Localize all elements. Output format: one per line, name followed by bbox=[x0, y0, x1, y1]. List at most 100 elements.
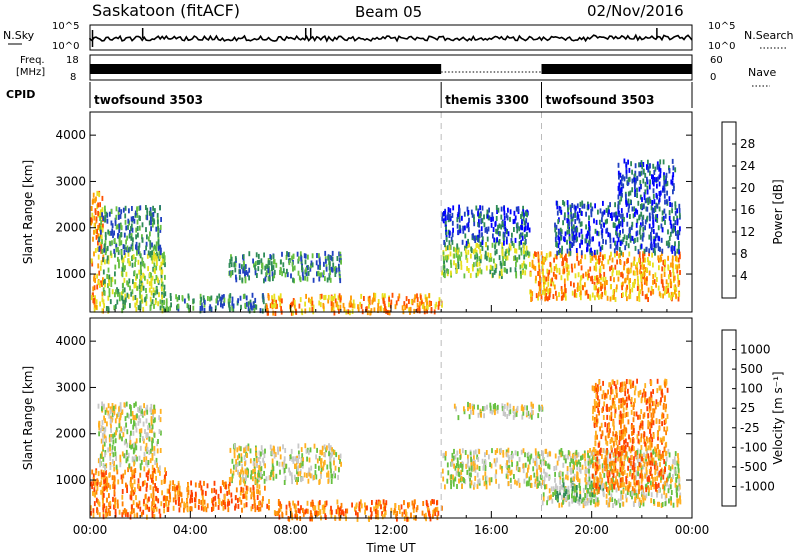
echo-cell bbox=[445, 231, 448, 237]
echo-cell bbox=[316, 510, 319, 516]
echo-cell bbox=[114, 264, 117, 270]
echo-cell bbox=[116, 499, 119, 505]
echo-cell bbox=[526, 250, 529, 256]
echo-cell bbox=[300, 447, 303, 453]
echo-cell bbox=[593, 284, 596, 290]
echo-cell bbox=[103, 472, 105, 478]
echo-cell bbox=[539, 277, 542, 283]
echo-cell bbox=[299, 251, 302, 257]
echo-cell bbox=[134, 422, 137, 428]
echo-cell bbox=[579, 280, 582, 286]
echo-cell bbox=[491, 266, 493, 271]
echo-cell bbox=[279, 297, 282, 303]
echo-cell bbox=[496, 408, 499, 414]
echo-cell bbox=[582, 285, 584, 291]
echo-cell bbox=[134, 302, 137, 308]
echo-cell bbox=[291, 513, 293, 519]
echo-cell bbox=[475, 235, 478, 241]
echo-cell bbox=[435, 301, 438, 307]
echo-cell bbox=[566, 470, 569, 475]
echo-cell bbox=[449, 213, 451, 219]
echo-cell bbox=[539, 459, 542, 465]
echo-cell bbox=[323, 459, 326, 465]
echo-cell bbox=[104, 278, 106, 284]
echo-cell bbox=[327, 298, 330, 304]
echo-cell bbox=[315, 510, 318, 516]
echo-cell bbox=[129, 514, 132, 520]
echo-cell bbox=[135, 300, 138, 306]
echo-cell bbox=[455, 263, 457, 269]
echo-cell bbox=[128, 463, 131, 469]
echo-cell bbox=[101, 297, 104, 303]
echo-cell bbox=[551, 498, 554, 504]
echo-cell bbox=[509, 216, 511, 222]
echo-cell bbox=[134, 261, 136, 267]
echo-cell bbox=[154, 504, 157, 510]
echo-cell bbox=[138, 225, 141, 231]
velocity-echoes bbox=[90, 378, 682, 522]
echo-cell bbox=[164, 274, 166, 280]
echo-cell bbox=[552, 294, 555, 299]
echo-cell bbox=[293, 299, 296, 305]
echo-cell bbox=[146, 234, 148, 240]
echo-cell bbox=[587, 269, 590, 275]
echo-cell bbox=[545, 295, 548, 301]
echo-cell bbox=[593, 265, 596, 271]
echo-cell bbox=[445, 236, 448, 242]
echo-cell bbox=[131, 262, 134, 268]
echo-cell bbox=[112, 484, 114, 489]
echo-cell bbox=[94, 248, 97, 253]
echo-cell bbox=[121, 494, 124, 500]
echo-cell bbox=[157, 467, 160, 473]
echo-cell bbox=[301, 267, 304, 273]
echo-cell bbox=[121, 296, 124, 302]
echo-cell bbox=[203, 480, 205, 486]
echo-cell bbox=[562, 292, 565, 298]
echo-cell bbox=[568, 270, 570, 276]
echo-cell bbox=[159, 417, 162, 423]
echo-cell bbox=[280, 503, 283, 509]
echo-cell bbox=[233, 449, 236, 455]
echo-cell bbox=[639, 485, 642, 491]
echo-cell bbox=[317, 264, 320, 270]
echo-cell bbox=[485, 265, 488, 271]
echo-cell bbox=[642, 178, 645, 184]
echo-cell bbox=[133, 470, 136, 475]
echo-cell bbox=[118, 296, 121, 302]
echo-cell bbox=[203, 499, 206, 505]
echo-cell bbox=[186, 507, 189, 513]
echo-cell bbox=[570, 458, 573, 464]
echo-cell bbox=[534, 278, 537, 284]
echo-cell bbox=[150, 301, 153, 307]
echo-cell bbox=[316, 447, 318, 453]
echo-cell bbox=[515, 248, 518, 254]
echo-cell bbox=[580, 290, 582, 296]
echo-cell bbox=[124, 219, 127, 225]
echo-cell bbox=[579, 243, 581, 249]
echo-cell bbox=[553, 266, 556, 272]
echo-cell bbox=[279, 506, 282, 512]
echo-cell bbox=[674, 241, 676, 247]
echo-cell bbox=[526, 410, 529, 416]
echo-cell bbox=[161, 291, 163, 297]
echo-cell bbox=[117, 214, 120, 220]
echo-cell bbox=[466, 469, 469, 475]
echo-cell bbox=[526, 472, 528, 478]
echo-cell bbox=[355, 510, 357, 516]
echo-cell bbox=[520, 273, 522, 279]
echo-cell bbox=[569, 467, 572, 473]
echo-cell bbox=[141, 237, 144, 243]
echo-cell bbox=[590, 208, 593, 214]
echo-cell bbox=[186, 503, 189, 509]
echo-cell bbox=[230, 492, 233, 498]
echo-cell bbox=[494, 405, 497, 411]
echo-cell bbox=[442, 453, 445, 459]
echo-cell bbox=[567, 264, 570, 270]
echo-cell bbox=[614, 460, 617, 466]
echo-cell bbox=[596, 230, 599, 236]
echo-cell bbox=[630, 235, 632, 241]
echo-cell bbox=[626, 181, 629, 186]
echo-cell bbox=[676, 498, 679, 504]
echo-cell bbox=[625, 173, 628, 179]
echo-cell bbox=[148, 436, 151, 442]
